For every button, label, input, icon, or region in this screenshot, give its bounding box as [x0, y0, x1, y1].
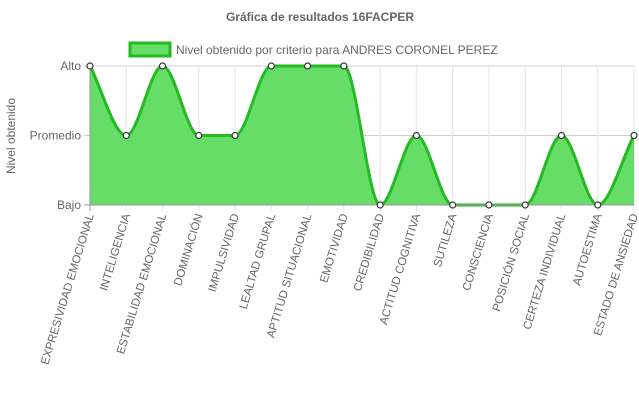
data-points	[86, 62, 638, 209]
x-tick-label: LEALTAD GRUPAL	[238, 212, 279, 311]
data-point[interactable]	[340, 62, 348, 70]
x-tick-label: CREDIBILIDAD	[352, 212, 387, 293]
x-tick-label: ACTITUD COGNITIVA	[378, 212, 423, 326]
series-area	[88, 64, 636, 207]
legend[interactable]: Nivel obtenido por criterio para ANDRES …	[128, 41, 498, 58]
data-point[interactable]	[304, 62, 312, 70]
data-point[interactable]	[231, 131, 239, 140]
x-tick-label: IMPULSIVIDAD	[207, 212, 242, 293]
y-axis-title: Nivel obtenido	[4, 98, 18, 174]
data-point[interactable]	[267, 62, 275, 70]
x-tick-label: CONSCIENCIA	[461, 212, 496, 292]
chart-title: Gráfica de resultados 16FACPER	[226, 10, 414, 24]
series-line	[88, 64, 636, 207]
data-point[interactable]	[449, 201, 457, 209]
data-point[interactable]	[521, 201, 529, 209]
data-point[interactable]	[195, 131, 203, 140]
y-tick-label: Alto	[60, 59, 81, 73]
x-tick-label: DOMINACIÓN	[171, 212, 205, 287]
x-tick-label: AUTOESTIMA	[571, 212, 604, 287]
legend-swatch[interactable]	[128, 41, 172, 58]
y-tick-labels: Bajo Promedio Alto	[30, 59, 82, 212]
x-tick-label: CERTEZA INDIVIDUAL	[522, 212, 569, 331]
x-tick-label: INTELIGENCIA	[98, 212, 133, 292]
x-tick-label: POSICIÓN SOCIAL	[490, 212, 532, 314]
x-tick-label: SUTILEZA	[432, 212, 460, 268]
x-tick-label: EMOTIVIDAD	[318, 212, 350, 284]
data-point[interactable]	[594, 201, 602, 209]
data-point[interactable]	[412, 131, 420, 140]
data-point[interactable]	[485, 201, 493, 209]
data-point[interactable]	[122, 131, 130, 140]
data-point[interactable]	[86, 62, 94, 70]
y-tick-label: Promedio	[30, 129, 82, 143]
y-tick-label: Bajo	[57, 198, 81, 212]
x-tick-label: EXPRESIVIDAD EMOCIONAL	[39, 212, 97, 366]
axes	[84, 66, 634, 211]
data-point[interactable]	[557, 131, 566, 140]
data-point[interactable]	[630, 131, 638, 140]
legend-label[interactable]: Nivel obtenido por criterio para ANDRES …	[176, 43, 498, 57]
data-point[interactable]	[376, 201, 384, 209]
data-point[interactable]	[158, 62, 167, 70]
x-tick-labels: EXPRESIVIDAD EMOCIONAL INTELIGENCIAESTABI…	[39, 212, 639, 367]
